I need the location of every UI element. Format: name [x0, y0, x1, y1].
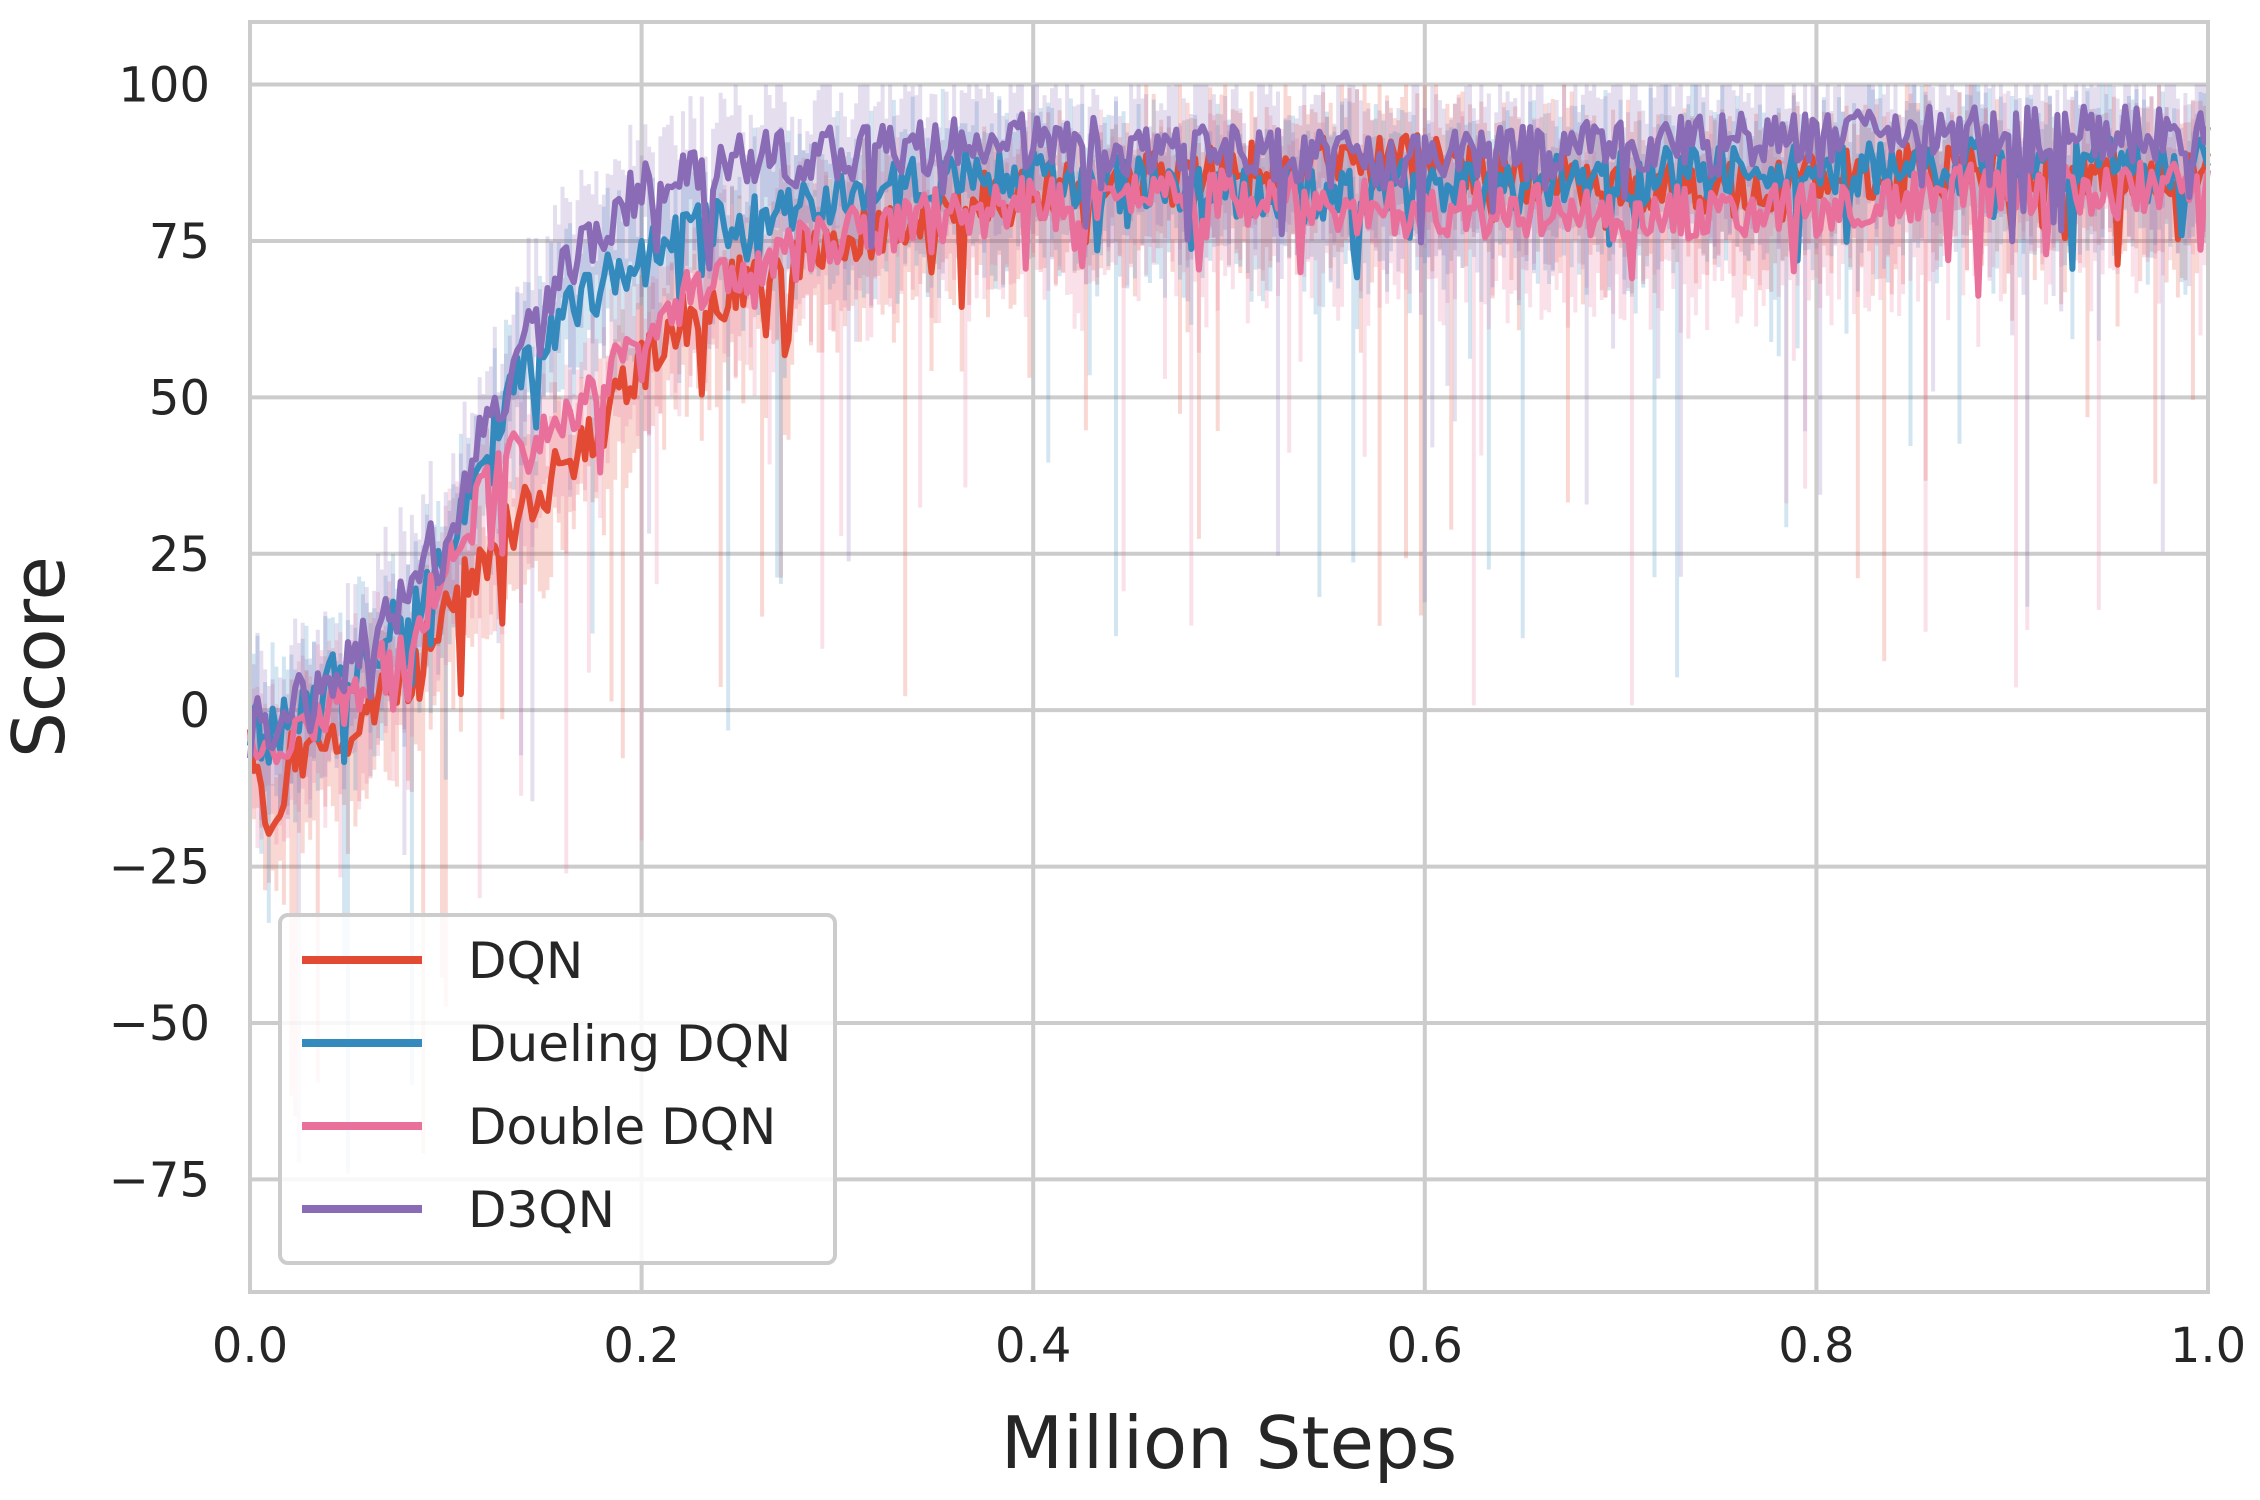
- y-axis-title: Score: [0, 556, 81, 758]
- x-tick-label: 0.8: [1778, 1318, 1854, 1374]
- y-tick-label: 25: [149, 527, 210, 583]
- legend-label: Dueling DQN: [468, 1015, 791, 1073]
- y-tick-label: 0: [179, 683, 210, 739]
- x-axis-title: Million Steps: [1001, 1401, 1457, 1485]
- y-tick-label: −75: [109, 1152, 210, 1208]
- legend-label: D3QN: [468, 1181, 615, 1239]
- x-tick-label: 0.0: [212, 1318, 288, 1374]
- grid: [248, 22, 2210, 1292]
- y-tick-label: −25: [109, 840, 210, 896]
- legend-label: DQN: [468, 932, 583, 990]
- x-tick-label: 0.6: [1387, 1318, 1463, 1374]
- legend-box: [278, 913, 837, 1265]
- x-tick-label: 0.4: [995, 1318, 1071, 1374]
- x-tick-label: 0.2: [603, 1318, 679, 1374]
- y-tick-label: 75: [149, 214, 210, 270]
- series-lines: [247, 103, 2211, 837]
- legend-label: Double DQN: [468, 1098, 776, 1156]
- y-tick-label: −50: [109, 996, 210, 1052]
- plot-frame: [248, 20, 2210, 1294]
- x-tick-label: 1.0: [2170, 1318, 2246, 1374]
- legend: DQN Dueling DQN Double DQN D3QN: [278, 913, 837, 1265]
- series-line-d3qn: [247, 103, 2211, 759]
- x-tick-labels: 0.0 0.2 0.4 0.6 0.8 1.0: [212, 1318, 2246, 1374]
- y-tick-label: 100: [118, 58, 210, 114]
- y-tick-labels: 100 75 50 25 0 −25 −50 −75: [109, 58, 210, 1209]
- y-tick-label: 50: [149, 370, 210, 426]
